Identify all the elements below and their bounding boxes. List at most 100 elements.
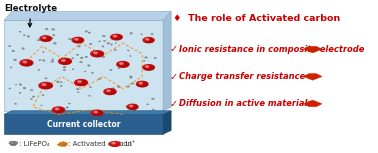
Polygon shape: [46, 111, 49, 113]
Polygon shape: [85, 31, 88, 32]
Polygon shape: [9, 88, 11, 89]
Circle shape: [54, 108, 64, 112]
Polygon shape: [66, 107, 68, 108]
Circle shape: [117, 62, 129, 67]
Polygon shape: [144, 56, 148, 58]
Polygon shape: [122, 124, 124, 125]
Polygon shape: [22, 62, 24, 63]
Polygon shape: [12, 141, 18, 145]
Circle shape: [129, 105, 137, 109]
Polygon shape: [10, 67, 12, 68]
Text: : LiFePO₄: : LiFePO₄: [19, 141, 50, 147]
Polygon shape: [131, 120, 134, 121]
Polygon shape: [13, 59, 16, 61]
Circle shape: [41, 84, 51, 88]
Circle shape: [53, 107, 65, 113]
Polygon shape: [99, 78, 101, 80]
Polygon shape: [71, 58, 74, 59]
Circle shape: [130, 105, 133, 107]
Polygon shape: [85, 71, 86, 72]
Polygon shape: [68, 125, 70, 126]
Polygon shape: [15, 84, 17, 85]
FancyBboxPatch shape: [4, 114, 163, 134]
Polygon shape: [23, 87, 26, 89]
Circle shape: [55, 108, 59, 110]
Text: ✓: ✓: [170, 71, 178, 82]
Polygon shape: [19, 92, 21, 93]
Polygon shape: [45, 78, 47, 79]
Polygon shape: [9, 141, 15, 144]
Polygon shape: [14, 103, 17, 104]
Polygon shape: [151, 33, 153, 35]
Polygon shape: [137, 81, 139, 82]
Circle shape: [113, 35, 117, 37]
Circle shape: [106, 90, 115, 94]
Circle shape: [139, 82, 143, 84]
Text: Electrolyte: Electrolyte: [4, 4, 57, 27]
Circle shape: [127, 104, 138, 109]
Polygon shape: [82, 126, 85, 127]
Circle shape: [62, 60, 65, 61]
Polygon shape: [51, 28, 55, 30]
Circle shape: [42, 84, 46, 86]
Polygon shape: [147, 104, 149, 105]
Text: ✓: ✓: [170, 99, 178, 109]
Circle shape: [72, 37, 84, 43]
Polygon shape: [107, 42, 110, 44]
Polygon shape: [32, 112, 34, 114]
Polygon shape: [127, 86, 130, 87]
Polygon shape: [37, 40, 40, 41]
Polygon shape: [143, 60, 145, 61]
Polygon shape: [125, 116, 127, 118]
Text: ✓: ✓: [170, 44, 178, 54]
Polygon shape: [130, 124, 133, 126]
Circle shape: [94, 111, 98, 113]
Polygon shape: [127, 50, 129, 51]
Polygon shape: [130, 76, 132, 77]
Polygon shape: [8, 45, 11, 47]
Polygon shape: [76, 88, 79, 90]
Circle shape: [61, 60, 70, 64]
Polygon shape: [143, 82, 146, 83]
Circle shape: [75, 80, 88, 86]
Text: : Activated carbon: : Activated carbon: [68, 141, 132, 147]
Polygon shape: [23, 35, 25, 36]
Text: Current collector: Current collector: [47, 120, 120, 129]
Polygon shape: [154, 57, 156, 59]
Polygon shape: [39, 60, 41, 61]
Polygon shape: [61, 143, 67, 147]
Circle shape: [78, 81, 81, 82]
Circle shape: [94, 52, 98, 54]
Polygon shape: [80, 57, 83, 59]
FancyBboxPatch shape: [4, 20, 163, 111]
Polygon shape: [133, 109, 136, 110]
Polygon shape: [88, 121, 91, 123]
Polygon shape: [127, 111, 130, 112]
Circle shape: [146, 66, 149, 67]
Polygon shape: [28, 114, 32, 115]
Polygon shape: [90, 43, 92, 45]
Polygon shape: [129, 107, 130, 108]
Polygon shape: [98, 41, 101, 42]
Polygon shape: [30, 89, 33, 91]
Polygon shape: [60, 85, 62, 87]
Polygon shape: [89, 86, 92, 88]
Polygon shape: [4, 11, 171, 20]
Circle shape: [22, 61, 32, 66]
Polygon shape: [77, 119, 81, 121]
Polygon shape: [39, 119, 41, 121]
Polygon shape: [155, 119, 158, 120]
Polygon shape: [126, 105, 128, 107]
Circle shape: [91, 51, 104, 57]
Circle shape: [74, 38, 83, 43]
Polygon shape: [56, 81, 59, 83]
Polygon shape: [103, 113, 105, 114]
Polygon shape: [53, 43, 57, 44]
Polygon shape: [68, 38, 71, 40]
Circle shape: [77, 81, 87, 85]
Polygon shape: [31, 127, 34, 128]
Circle shape: [112, 142, 115, 144]
Circle shape: [143, 65, 155, 70]
Polygon shape: [76, 54, 79, 56]
Polygon shape: [79, 61, 82, 63]
